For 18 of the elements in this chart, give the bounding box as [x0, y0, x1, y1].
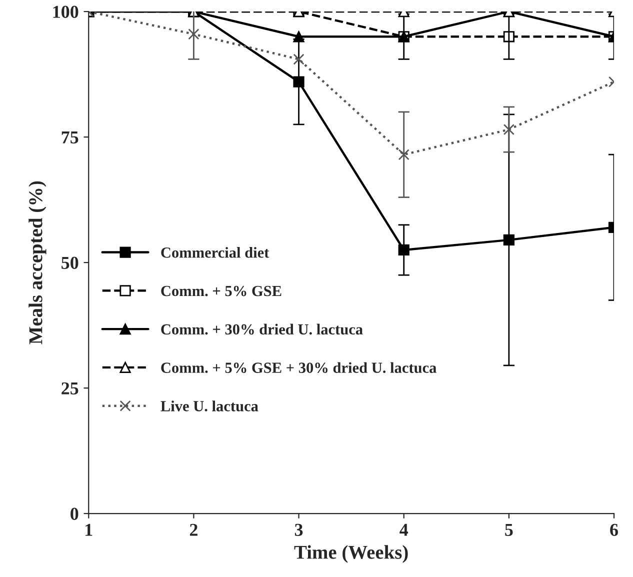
y-axis-title: Meals accepted (%)	[28, 181, 46, 344]
x-tick-label: 4	[400, 524, 408, 536]
y-tick-label: 25	[62, 382, 78, 394]
x-tick-label: 5	[505, 524, 513, 536]
y-tick-label: 75	[62, 131, 78, 144]
x-axis-title: Time (Weeks)	[294, 545, 408, 563]
legend-label: Live U. lactuca	[160, 400, 258, 412]
x-tick-label: 1	[86, 524, 92, 536]
y-tick-label: 0	[70, 508, 78, 520]
legend-label: Commercial diet	[161, 247, 270, 258]
x-tick-label: 3	[294, 524, 303, 536]
y-tick-label: 100	[53, 6, 78, 18]
legend-label: Comm. + 30% dried U. lactuca	[161, 324, 363, 335]
legend-label: Comm. + 5% GSE + 30% dried U. lactuca	[161, 362, 436, 374]
y-tick-label: 50	[62, 256, 78, 269]
x-tick-label: 6	[610, 524, 618, 536]
legend-label: Comm. + 5% GSE	[161, 286, 282, 296]
x-tick-label: 2	[190, 524, 198, 536]
